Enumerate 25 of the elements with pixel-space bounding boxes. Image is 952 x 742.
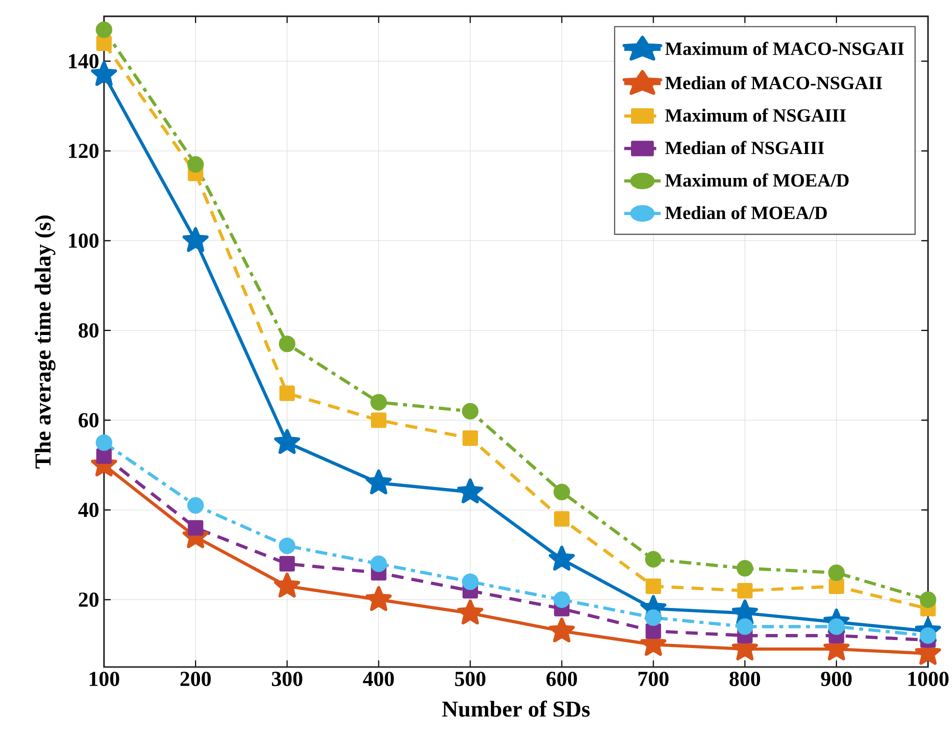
x-tick-label: 500 bbox=[455, 672, 486, 686]
y-tick-label: 20 bbox=[78, 592, 98, 607]
x-tick-label: 400 bbox=[362, 672, 394, 686]
legend-label: Maximum of MACO-NSGAII bbox=[665, 42, 904, 56]
legend-label: Maximum of MOEA/D bbox=[665, 173, 849, 187]
x-tick-label: 300 bbox=[272, 672, 302, 686]
y-tick-label: 100 bbox=[69, 234, 98, 248]
x-axis-title: Number of SDs bbox=[442, 700, 590, 717]
legend-label: Median of MACO-NSGAII bbox=[665, 76, 882, 90]
x-tick-label: 600 bbox=[546, 672, 577, 686]
x-tick-label: 900 bbox=[821, 672, 852, 686]
y-tick-label: 140 bbox=[69, 54, 98, 68]
x-tick-label: 800 bbox=[730, 672, 760, 686]
x-tick-label: 200 bbox=[180, 672, 211, 686]
legend-label: Median of NSGAIII bbox=[665, 140, 824, 154]
x-tick-label: 100 bbox=[90, 672, 120, 686]
y-tick-label: 60 bbox=[78, 413, 98, 428]
x-tick-label: 700 bbox=[638, 672, 669, 686]
legend-label: Median of MOEA/D bbox=[665, 206, 827, 220]
y-axis-title: The average time delay (s) bbox=[34, 216, 56, 468]
x-tick-label: 1000 bbox=[908, 672, 949, 686]
legend-label: Maximum of NSGAIII bbox=[665, 108, 846, 122]
y-tick-label: 120 bbox=[69, 144, 98, 158]
y-tick-label: 80 bbox=[78, 323, 98, 338]
y-tick-label: 40 bbox=[78, 502, 98, 518]
